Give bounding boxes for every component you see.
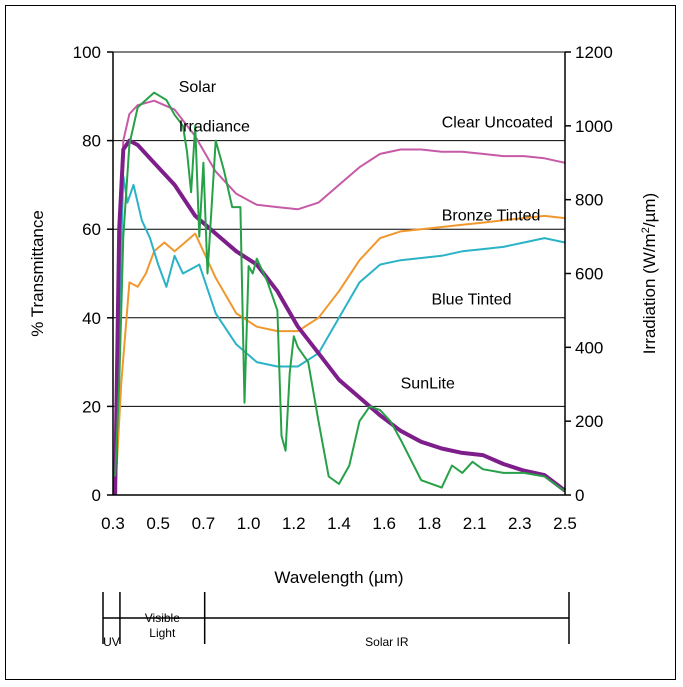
y-tick-label: 80 bbox=[82, 132, 101, 151]
y2-tick-label: 200 bbox=[575, 412, 603, 431]
series-line-sunlite bbox=[113, 138, 567, 496]
series-label: Solar bbox=[179, 79, 217, 96]
y2-tick-label: 0 bbox=[575, 486, 584, 505]
y-tick-label: 60 bbox=[82, 220, 101, 239]
x-tick-label: 1.6 bbox=[372, 514, 396, 533]
y-tick-label: 20 bbox=[82, 397, 101, 416]
y2-axis-title: Irradiation (W/m2/µm) bbox=[640, 193, 659, 354]
y-tick-label: 100 bbox=[73, 43, 101, 62]
x-tick-label: 1.0 bbox=[237, 514, 261, 533]
series-label: Irradiance bbox=[179, 119, 250, 136]
band-label-visible-light: Visible bbox=[145, 611, 180, 625]
x-axis-title: Wavelength (µm) bbox=[274, 568, 403, 587]
band-label-uv: UV bbox=[103, 635, 120, 649]
x-tick-label: 0.3 bbox=[101, 514, 125, 533]
y2-tick-label: 800 bbox=[575, 191, 603, 210]
y2-tick-label: 1200 bbox=[575, 43, 613, 62]
x-tick-label: 2.3 bbox=[508, 514, 532, 533]
x-tick-label: 0.5 bbox=[146, 514, 170, 533]
series-labels: Solar Irradiance Clear Uncoated Bronze Tint… bbox=[179, 79, 553, 393]
series-label: Bronze Tinted bbox=[442, 207, 541, 224]
y2-title-part: Irradiation (W/m bbox=[640, 233, 659, 354]
series-label: Blue Tinted bbox=[431, 292, 511, 309]
y2-title-superscript: 2 bbox=[640, 227, 652, 233]
band-label-solar-ir: Solar IR bbox=[365, 635, 409, 649]
series-label: Clear Uncoated bbox=[442, 114, 553, 131]
series-line-bronze-tinted bbox=[114, 214, 566, 496]
y2-tick-label: 600 bbox=[575, 265, 603, 284]
x-tick-label: 1.4 bbox=[327, 514, 351, 533]
series-label: SunLite bbox=[401, 376, 455, 393]
x-tick-label: 0.7 bbox=[192, 514, 216, 533]
y2-title-part: /µm) bbox=[640, 193, 659, 227]
series-line-blue-tinted bbox=[114, 175, 566, 496]
x-tick-label: 1.2 bbox=[282, 514, 306, 533]
y-axis-title: % Transmittance bbox=[28, 210, 47, 337]
x-tick-label: 2.1 bbox=[463, 514, 487, 533]
y-tick-label: 40 bbox=[82, 309, 101, 328]
grid-lines bbox=[113, 51, 565, 407]
series-line-solar-irradiance bbox=[114, 91, 566, 493]
band-label-visible-light: Light bbox=[149, 626, 176, 640]
series-layer bbox=[113, 91, 567, 496]
y2-tick-label: 1000 bbox=[575, 117, 613, 136]
y-tick-label: 0 bbox=[92, 486, 101, 505]
x-tick-label: 1.8 bbox=[418, 514, 442, 533]
x-tick-label: 2.5 bbox=[553, 514, 577, 533]
y2-tick-label: 400 bbox=[575, 338, 603, 357]
